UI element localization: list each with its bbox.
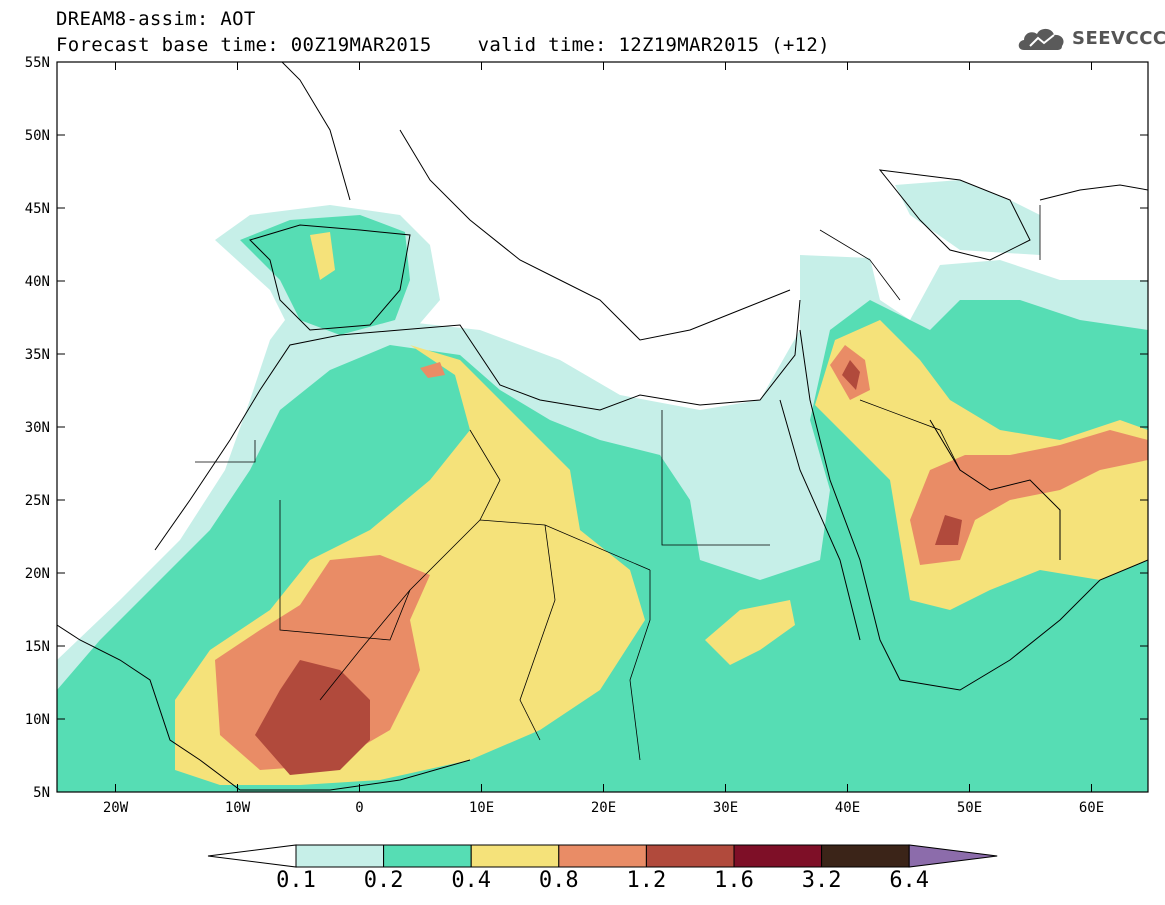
legend-arrow-low (207, 844, 297, 868)
lon-axis: 20W 10W 0 10E 20E 30E 40E 50E 60E (103, 62, 1104, 816)
legend-label: 1.6 (714, 868, 754, 893)
aot-fields (57, 180, 1148, 792)
lat-label: 15N (25, 639, 50, 655)
legend-label: 6.4 (889, 868, 930, 893)
aot-field-1.2 (255, 660, 370, 775)
logo-text: SEEVCCC (1072, 28, 1165, 49)
lat-label: 5N (33, 785, 50, 801)
legend-swatch (821, 844, 910, 868)
legend-swatch (733, 844, 823, 868)
legend-arrow-high (908, 844, 998, 868)
legend-swatch (383, 844, 472, 868)
aot-field-0.4-iberia (310, 232, 335, 280)
legend-colorbar (207, 844, 998, 868)
aot-field-0.8-algeria (420, 362, 445, 378)
legend-label: 0.4 (451, 868, 492, 893)
lon-label: 0 (355, 800, 363, 816)
lon-label: 40E (835, 800, 860, 816)
legend-label: 0.1 (276, 868, 316, 893)
legend-swatch (558, 844, 647, 868)
legend-swatch (645, 844, 735, 868)
legend-label: 1.2 (626, 868, 667, 893)
lat-axis: 55N 50N 45N 40N 35N 30N 25N 20N 15N 10N 5N (25, 55, 1148, 801)
lon-label: 30E (713, 800, 738, 816)
forecast-times: Forecast base time: 00Z19MAR2015 valid ti… (56, 34, 830, 56)
coastlines (57, 62, 1148, 791)
lon-label: 10W (225, 800, 251, 816)
lat-label: 35N (25, 347, 50, 363)
lat-label: 50N (25, 128, 50, 144)
lat-label: 25N (25, 493, 50, 509)
seevccc-logo: SEEVCCC (1016, 24, 1165, 54)
aot-field-0.4-sudan (705, 600, 795, 665)
cloud-icon (1018, 28, 1064, 50)
legend-label: 0.2 (363, 868, 404, 893)
chart-title: DREAM8-assim: AOT (56, 8, 256, 30)
aot-field-1.2-arabia (935, 515, 962, 545)
aot-field-0.1-black-sea (895, 180, 1040, 255)
legend-swatch (295, 844, 385, 868)
legend-label: 3.2 (801, 868, 842, 893)
legend-label: 0.8 (538, 868, 579, 893)
lat-label: 20N (25, 566, 50, 582)
lon-label: 50E (957, 800, 982, 816)
aot-field-0.8-gulf (910, 430, 1148, 565)
lat-label: 10N (25, 712, 50, 728)
lat-label: 40N (25, 274, 50, 290)
lat-label: 30N (25, 420, 50, 436)
borders (195, 205, 1041, 761)
lat-label: 55N (25, 55, 50, 71)
lon-label: 20E (591, 800, 616, 816)
base-time: Forecast base time: 00Z19MAR2015 (56, 34, 432, 56)
lon-label: 20W (103, 800, 129, 816)
aot-field-1.2-iraq (842, 360, 860, 390)
lon-label: 10E (469, 800, 494, 816)
lon-label: 60E (1079, 800, 1104, 816)
legend-swatch (470, 844, 560, 868)
valid-time: valid time: 12Z19MAR2015 (+12) (477, 34, 830, 56)
lat-label: 45N (25, 201, 50, 217)
